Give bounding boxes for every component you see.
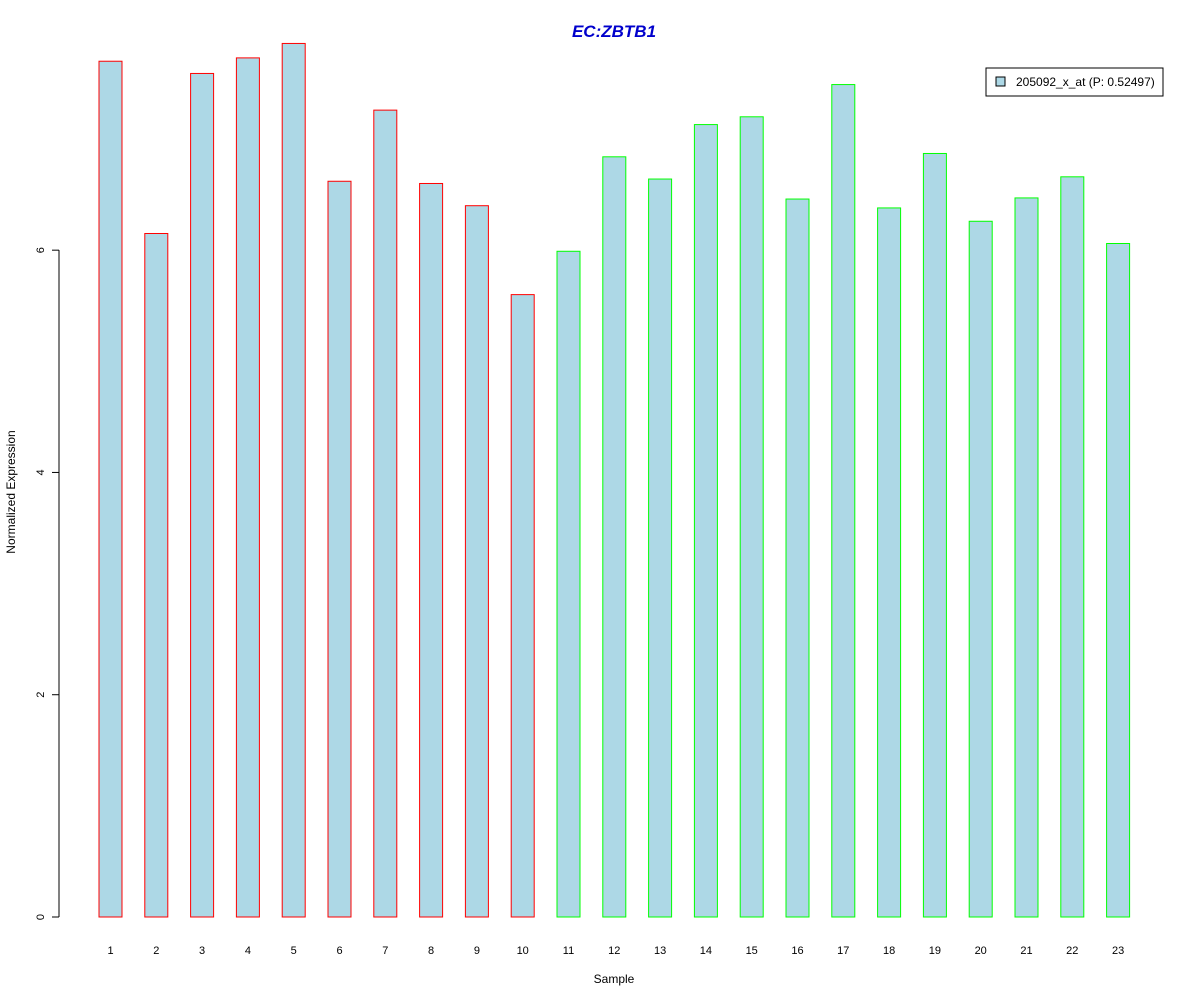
bars: [98, 42, 1131, 918]
x-tick-label: 20: [975, 945, 987, 957]
bar-sample-23: [1106, 242, 1131, 918]
x-tick-label: 4: [245, 945, 251, 957]
x-tick-label: 5: [291, 945, 297, 957]
x-tick-label: 18: [883, 945, 895, 957]
y-axis: 0 2 4 6: [35, 247, 60, 920]
legend-entry: 205092_x_at (P: 0.52497): [1016, 75, 1155, 89]
bar-sample-2: [144, 232, 169, 918]
x-tick-label: 23: [1112, 945, 1124, 957]
bar-sample-3: [190, 72, 215, 918]
bar-sample-5: [281, 42, 306, 918]
x-tick-label: 2: [153, 945, 159, 957]
x-tick-label: 13: [654, 945, 666, 957]
x-tick-label: 19: [929, 945, 941, 957]
x-tick-label: 8: [428, 945, 434, 957]
bar-sample-18: [877, 207, 902, 918]
bar-sample-10: [510, 294, 535, 918]
x-tick-label: 15: [746, 945, 758, 957]
x-tick-label: 22: [1066, 945, 1078, 957]
bar-sample-6: [327, 180, 352, 918]
x-tick-label: 16: [791, 945, 803, 957]
x-tick-label: 11: [563, 945, 574, 957]
y-tick-label: 0: [35, 914, 47, 920]
bar-sample-22: [1060, 176, 1085, 918]
y-tick-label: 6: [35, 247, 47, 253]
x-tick-label: 21: [1020, 945, 1032, 957]
x-tick-label: 17: [837, 945, 849, 957]
bar-sample-16: [785, 198, 810, 918]
chart-title: EC:ZBTB1: [572, 22, 656, 41]
bar-sample-17: [831, 84, 856, 918]
y-tick-label: 2: [35, 692, 47, 698]
legend: 205092_x_at (P: 0.52497): [985, 67, 1164, 97]
bar-sample-8: [419, 182, 444, 918]
bar-sample-21: [1014, 197, 1039, 918]
x-axis-label: Sample: [594, 972, 635, 986]
x-tick-label: 12: [608, 945, 620, 957]
bar-sample-1: [98, 60, 123, 918]
x-tick-label: 3: [199, 945, 205, 957]
bar-sample-20: [968, 220, 993, 918]
x-tick-label: 10: [517, 945, 529, 957]
bar-sample-11: [556, 250, 581, 918]
legend-box: [985, 67, 1164, 97]
bar-sample-15: [739, 116, 764, 918]
x-tick-label: 14: [700, 945, 712, 957]
y-tick-label: 4: [35, 469, 47, 475]
bar-sample-14: [693, 124, 718, 918]
y-axis-label: Normalized Expression: [4, 430, 18, 553]
x-tick-labels: 1 2 3 4 5 6 7 8 9 10 11 12 13 14 15 16 17 18 19 20 21 22 23: [107, 945, 1124, 957]
bar-sample-13: [648, 178, 673, 918]
x-tick-label: 7: [382, 945, 388, 957]
bar-sample-19: [922, 152, 947, 918]
legend-swatch: [995, 76, 1006, 87]
bar-sample-9: [464, 205, 489, 918]
bar-sample-4: [235, 57, 260, 918]
bar-sample-7: [373, 109, 398, 918]
x-tick-label: 1: [107, 945, 113, 957]
bar-sample-12: [602, 156, 627, 918]
x-tick-label: 6: [336, 945, 342, 957]
x-tick-label: 9: [474, 945, 480, 957]
